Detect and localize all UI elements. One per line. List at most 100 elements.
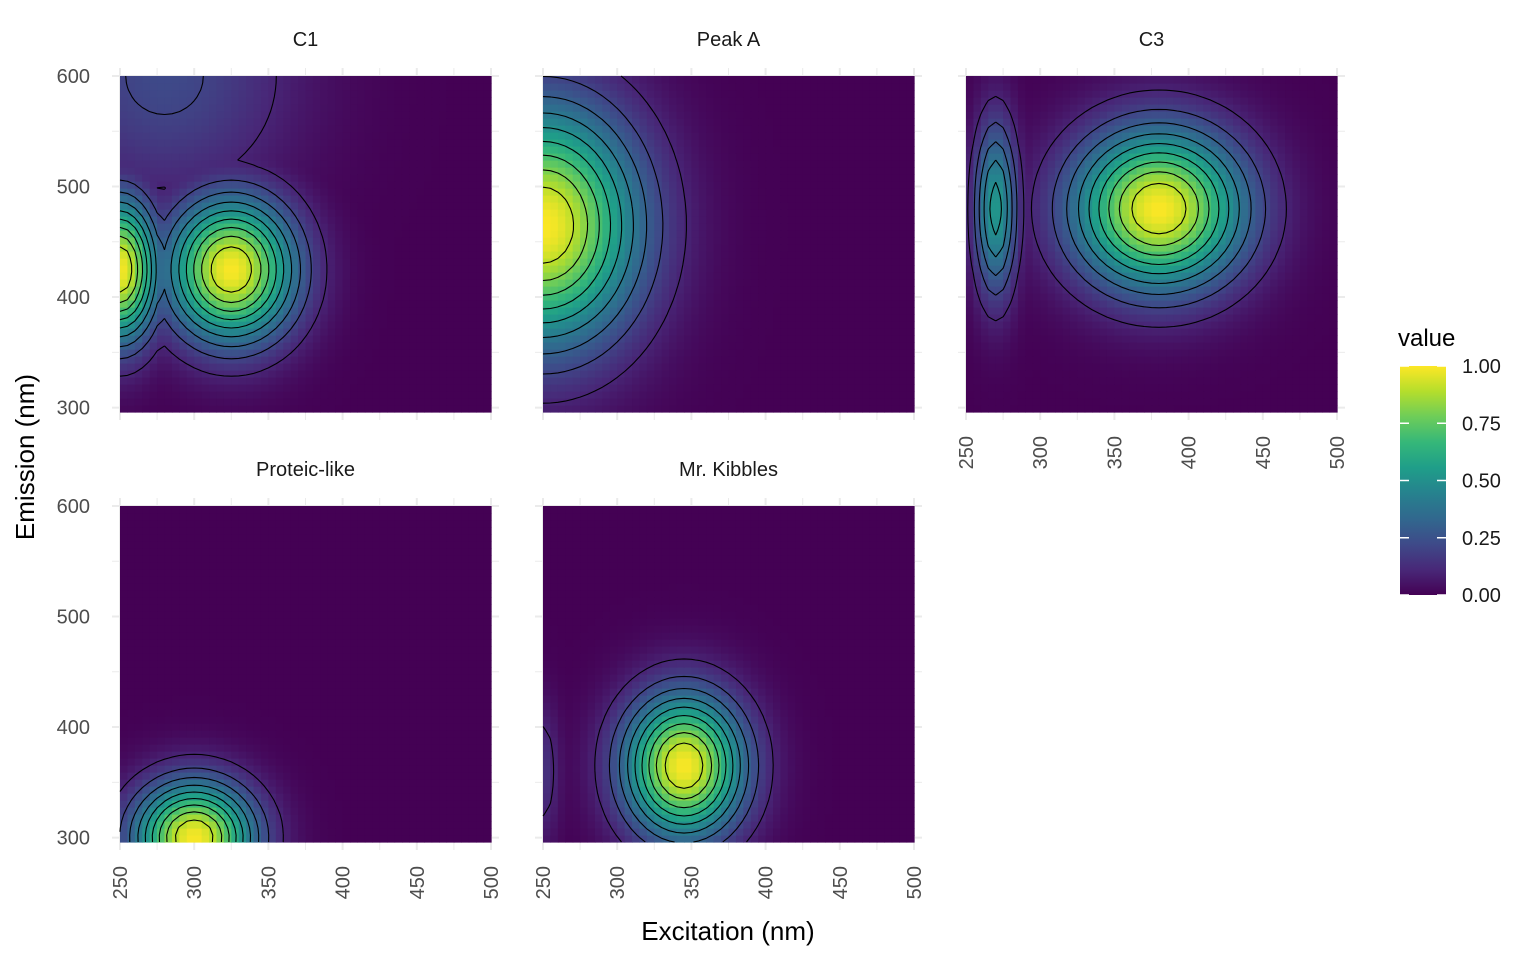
heatmap-cell — [484, 244, 492, 252]
heatmap-cell — [446, 279, 454, 287]
heatmap-cell — [706, 300, 714, 308]
heatmap-cell — [899, 391, 907, 399]
heatmap-cell — [832, 328, 840, 336]
heatmap-cell — [610, 139, 618, 147]
heatmap-cell — [357, 209, 365, 217]
heatmap-cell — [639, 286, 647, 294]
heatmap-cell — [773, 125, 781, 133]
heatmap-cell — [550, 174, 558, 182]
heatmap-cell — [780, 265, 788, 273]
heatmap-cell — [706, 377, 714, 385]
heatmap-cell — [350, 300, 358, 308]
heatmap-cell — [751, 118, 759, 126]
heatmap-cell — [810, 230, 818, 238]
heatmap-cell — [417, 76, 425, 84]
heatmap-cell — [751, 370, 759, 378]
heatmap-cell — [461, 300, 469, 308]
heatmap-cell — [832, 132, 840, 140]
heatmap-cell — [380, 335, 388, 343]
heatmap-cell — [743, 405, 751, 413]
heatmap-cell — [380, 384, 388, 392]
heatmap-cell — [558, 181, 566, 189]
heatmap-cell — [372, 279, 380, 287]
heatmap-cell — [239, 370, 247, 378]
heatmap-cell — [484, 181, 492, 189]
heatmap-cell — [439, 293, 447, 301]
heatmap-cell — [573, 111, 581, 119]
heatmap-cell — [380, 111, 388, 119]
heatmap-cell — [855, 132, 863, 140]
heatmap-cell — [907, 328, 915, 336]
heatmap-cell — [803, 181, 811, 189]
heatmap-cell — [246, 118, 254, 126]
heatmap-cell — [729, 244, 737, 252]
heatmap-cell — [840, 83, 848, 91]
heatmap-cell — [313, 251, 321, 259]
heatmap-cell — [261, 139, 269, 147]
heatmap-cell — [343, 125, 351, 133]
heatmap-cell — [810, 104, 818, 112]
heatmap-cell — [276, 370, 284, 378]
heatmap-cell — [469, 391, 477, 399]
heatmap-cell — [647, 300, 655, 308]
heatmap-cell — [647, 230, 655, 238]
heatmap-cell — [216, 188, 224, 196]
heatmap-cell — [424, 384, 432, 392]
heatmap-cell — [276, 146, 284, 154]
heatmap-cell — [306, 370, 314, 378]
heatmap-cell — [788, 405, 796, 413]
heatmap-cell — [669, 405, 677, 413]
heatmap-cell — [357, 202, 365, 210]
heatmap-cell — [350, 181, 358, 189]
heatmap-cell — [729, 202, 737, 210]
heatmap-cell — [714, 398, 722, 406]
heatmap-cell — [565, 223, 573, 231]
heatmap-cell — [803, 272, 811, 280]
heatmap-cell — [899, 146, 907, 154]
heatmap-cell — [165, 377, 173, 385]
heatmap-cell — [788, 111, 796, 119]
heatmap-cell — [380, 132, 388, 140]
heatmap-cell — [291, 76, 299, 84]
heatmap-cell — [847, 209, 855, 217]
heatmap-cell — [1211, 398, 1219, 406]
heatmap-cell — [291, 146, 299, 154]
heatmap-cell — [699, 160, 707, 168]
heatmap-cell — [884, 125, 892, 133]
heatmap-cell — [625, 90, 633, 98]
heatmap-cell — [380, 160, 388, 168]
heatmap-cell — [573, 265, 581, 273]
heatmap-cell — [239, 349, 247, 357]
heatmap-cell — [343, 258, 351, 266]
heatmap-cell — [313, 132, 321, 140]
heatmap-cell — [632, 146, 640, 154]
heatmap-cell — [795, 195, 803, 203]
heatmap-cell — [1048, 405, 1056, 413]
heatmap-cell — [691, 307, 699, 315]
heatmap-cell — [306, 307, 314, 315]
heatmap-cell — [231, 195, 239, 203]
heatmap-cell — [150, 335, 158, 343]
heatmap-cell — [558, 202, 566, 210]
heatmap-cell — [1033, 391, 1041, 399]
heatmap-cell — [684, 349, 692, 357]
heatmap-cell — [343, 97, 351, 105]
heatmap-cell — [409, 391, 417, 399]
heatmap-cell — [261, 356, 269, 364]
heatmap-cell — [402, 265, 410, 273]
heatmap-cell — [216, 265, 224, 273]
heatmap-cell — [417, 321, 425, 329]
heatmap-cell — [706, 314, 714, 322]
heatmap-cell — [773, 272, 781, 280]
heatmap-cell — [209, 265, 217, 273]
heatmap-cell — [343, 349, 351, 357]
heatmap-cell — [654, 146, 662, 154]
heatmap-cell — [647, 223, 655, 231]
heatmap-cell — [291, 118, 299, 126]
heatmap-cell — [543, 405, 551, 413]
heatmap-cell — [402, 349, 410, 357]
heatmap-cell — [803, 279, 811, 287]
heatmap-cell — [810, 265, 818, 273]
heatmap-cell — [788, 167, 796, 175]
heatmap-cell — [617, 300, 625, 308]
